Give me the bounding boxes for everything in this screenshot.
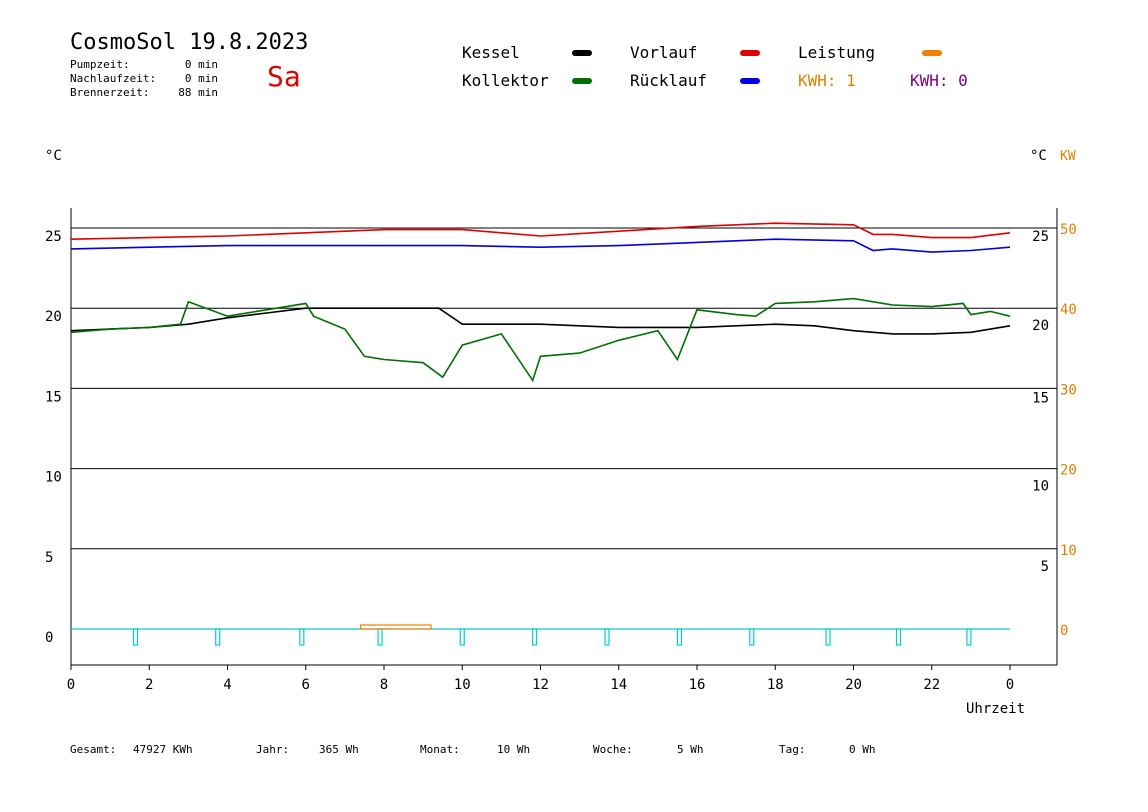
x-tick-label: 12 <box>532 677 549 693</box>
x-tick-label: 6 <box>302 677 310 693</box>
legend-kollektor-swatch <box>572 78 592 84</box>
footer-tag-value: 0 Wh <box>849 743 876 756</box>
weekday: Sa <box>267 60 301 93</box>
right-c-tick-label: 20 <box>1032 318 1049 334</box>
right-axis-unit-c: °C <box>1030 148 1047 164</box>
pump-pulse <box>532 628 538 646</box>
left-tick-label: 0 <box>45 630 53 646</box>
pump-pulse <box>676 628 682 646</box>
legend-kessel-label: Kessel <box>462 43 520 62</box>
left-tick-label: 25 <box>45 229 62 245</box>
pump-pulse <box>215 628 221 646</box>
pump-pulse <box>459 628 465 646</box>
footer-jahr-label: Jahr: <box>256 743 290 756</box>
pump-pulse <box>132 628 139 646</box>
legend-leistung-label: Leistung <box>798 43 876 62</box>
right-axis-unit-kw: KW <box>1060 149 1076 164</box>
right-kw-tick-label: 30 <box>1060 382 1077 398</box>
grid <box>71 227 1057 550</box>
right-kw-tick-label: 50 <box>1060 222 1077 238</box>
legend-leistung-swatch <box>922 50 942 56</box>
right-c-tick-label: 5 <box>1041 559 1049 575</box>
x-tick-label: 14 <box>610 677 627 693</box>
footer-woche-value: 5 Wh <box>677 743 704 756</box>
legend-kollektor-label: Kollektor <box>462 71 549 90</box>
series-line-kessel <box>70 307 1011 335</box>
left-tick-label: 10 <box>45 470 62 486</box>
footer-woche-label: Woche: <box>593 743 633 756</box>
pump-pulse <box>299 628 305 646</box>
stat-brennerzeit-value: 88 min <box>178 86 218 99</box>
pump-pulse <box>825 628 831 646</box>
series <box>70 222 1011 646</box>
stat-nachlaufzeit-value: 0 min <box>184 72 218 85</box>
right-kw-tick-label: 0 <box>1060 623 1068 639</box>
x-tick-label: 10 <box>454 677 471 693</box>
footer-gesamt-value: 47927 KWh <box>133 743 193 756</box>
x-tick-label: 8 <box>380 677 388 693</box>
legend-kessel-swatch <box>572 50 592 56</box>
right-kw-tick-label: 20 <box>1060 463 1077 479</box>
stat-pumpzeit-label: Pumpzeit: <box>70 58 130 71</box>
footer-gesamt-label: Gesamt: <box>70 743 117 756</box>
x-tick-label: 4 <box>223 677 231 693</box>
footer-monat-value: 10 Wh <box>497 743 531 756</box>
footer-jahr-value: 365 Wh <box>319 743 359 756</box>
stat-brennerzeit-label: Brennerzeit: <box>70 86 150 99</box>
x-axis-label: Uhrzeit <box>966 701 1026 717</box>
pump-pulse <box>966 628 972 646</box>
series-line-vorlauf <box>70 222 1011 240</box>
right-kw-tick-label: 10 <box>1060 543 1077 559</box>
stat-nachlaufzeit-label: Nachlaufzeit: <box>70 72 157 85</box>
right-kw-tick-label: 40 <box>1060 302 1077 318</box>
stat-pumpzeit-value: 0 min <box>184 58 218 71</box>
left-tick-label: 15 <box>45 389 62 405</box>
x-tick-label: 16 <box>689 677 706 693</box>
x-tick-label: 18 <box>767 677 784 693</box>
left-axis-unit: °C <box>45 148 62 164</box>
x-tick-label: 22 <box>923 677 940 693</box>
left-tick-label: 20 <box>45 309 62 325</box>
legend-ruecklauf-swatch <box>740 78 760 84</box>
legend-kwh2: KWH: 0 <box>910 71 968 90</box>
x-tick-label: 0 <box>1006 677 1014 693</box>
pump-pulse <box>377 628 383 646</box>
leistung-band <box>359 624 432 630</box>
right-c-tick-label: 10 <box>1032 479 1049 495</box>
pump-pulse <box>749 628 755 646</box>
left-tick-label: 5 <box>45 550 53 566</box>
pump-pulse <box>895 628 902 646</box>
legend-kwh1: KWH: 1 <box>798 71 856 90</box>
x-tick-label: 2 <box>145 677 153 693</box>
chart-title: CosmoSol 19.8.2023 <box>70 30 309 55</box>
footer-tag-label: Tag: <box>779 743 806 756</box>
legend-vorlauf-label: Vorlauf <box>630 43 698 62</box>
axes <box>70 208 1058 666</box>
legend-ruecklauf-label: Rücklauf <box>630 71 708 90</box>
x-tick-label: 0 <box>67 677 75 693</box>
legend-vorlauf-swatch <box>740 50 760 56</box>
footer-monat-label: Monat: <box>420 743 460 756</box>
right-c-tick-label: 15 <box>1032 390 1049 406</box>
x-tick-label: 20 <box>845 677 862 693</box>
pump-pulse <box>604 628 610 646</box>
series-line-kollektor <box>70 297 1011 383</box>
right-c-tick-label: 25 <box>1032 229 1049 245</box>
series-line-rücklauf <box>70 238 1011 253</box>
